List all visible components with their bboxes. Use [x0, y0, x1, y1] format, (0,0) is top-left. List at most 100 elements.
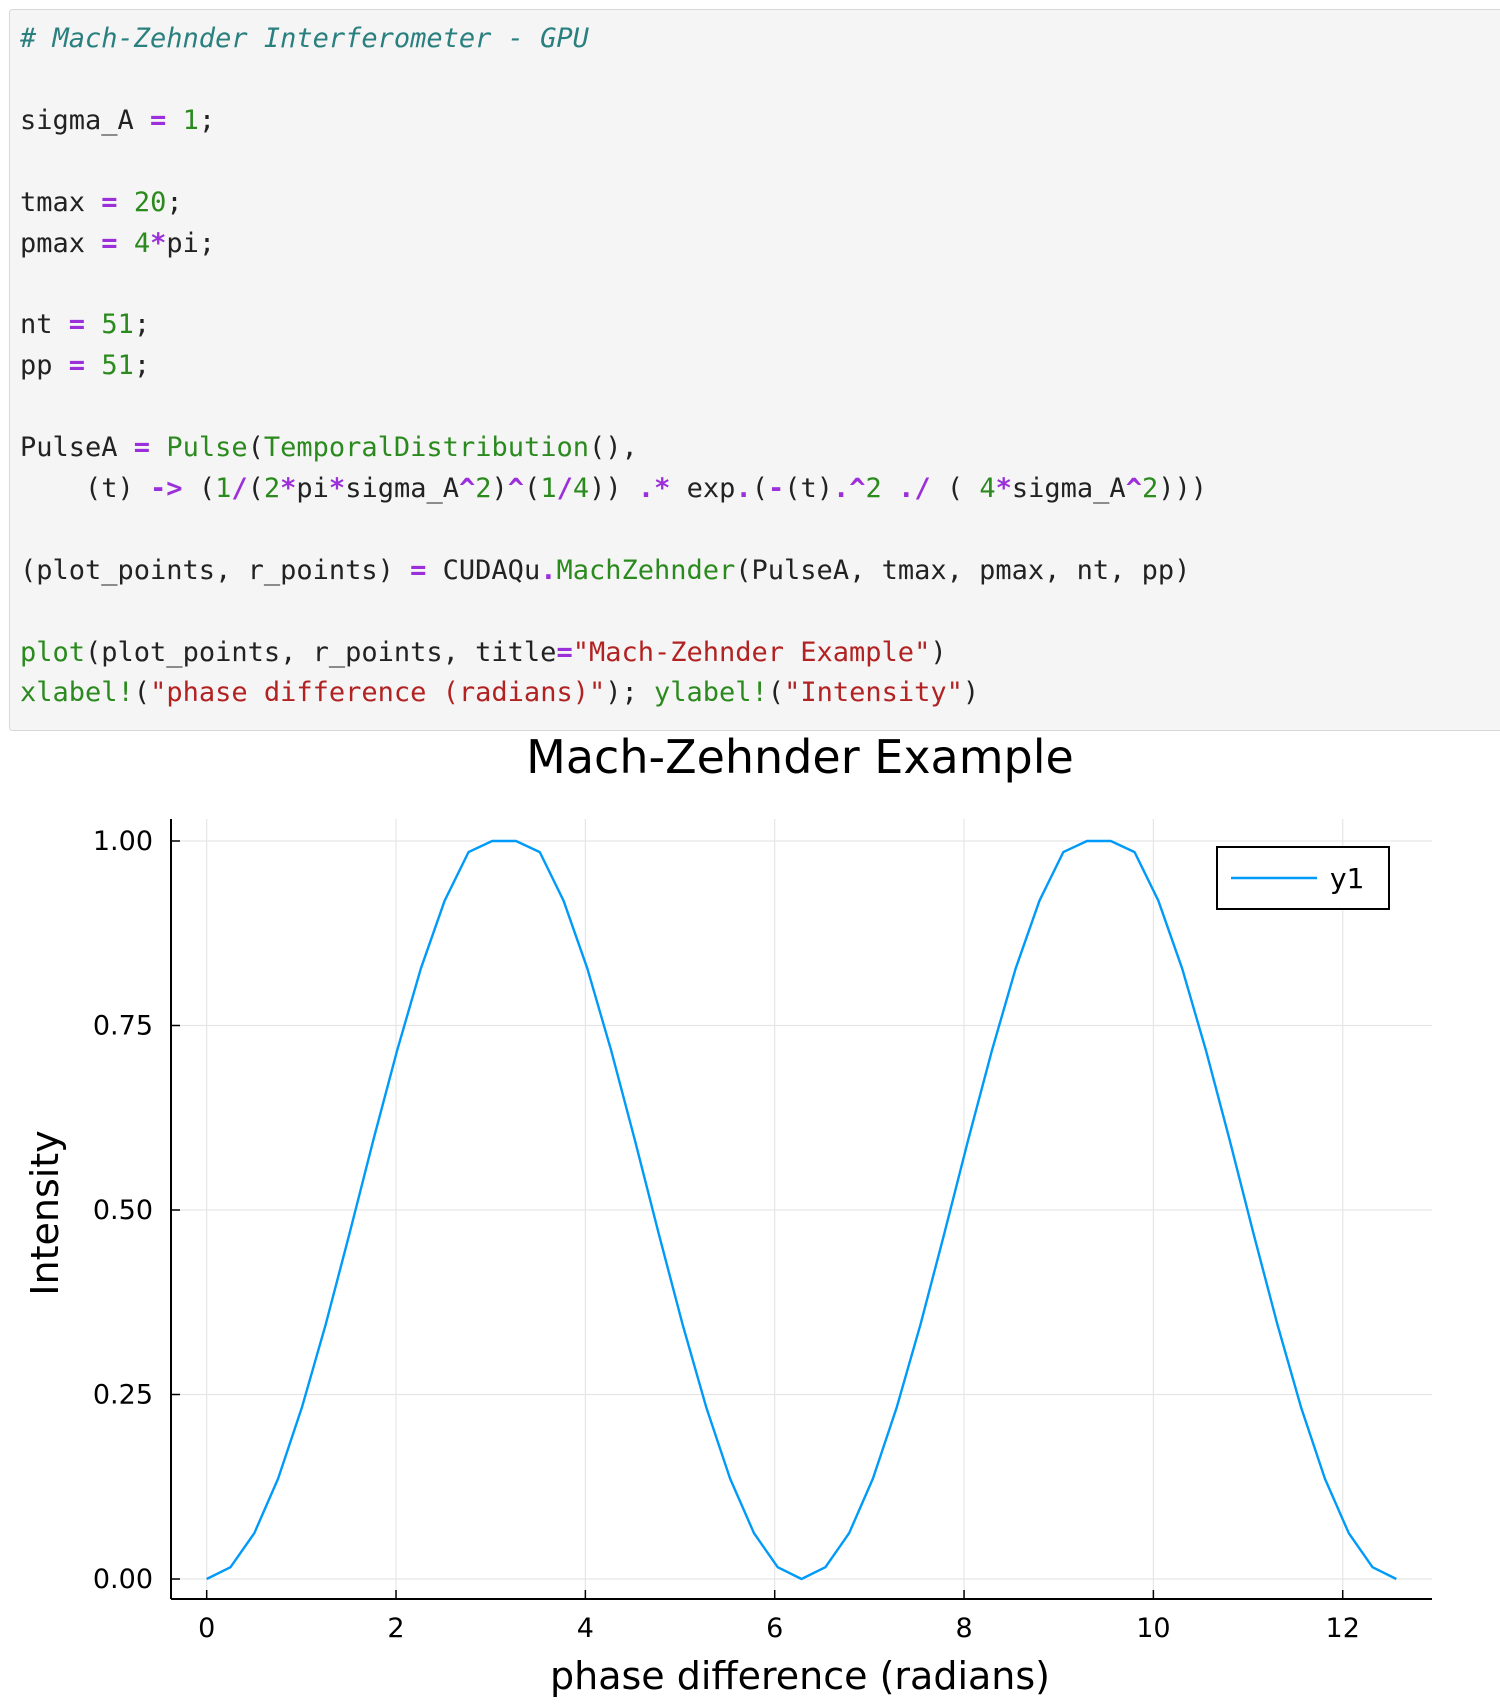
code-token: 2 [1141, 472, 1159, 504]
code-line: PulseA = Pulse(TemporalDistribution(), [20, 430, 638, 466]
code-token: = [68, 309, 86, 341]
code-token: ( [247, 472, 264, 504]
code-token: (plot_points, r_points, title [85, 636, 557, 668]
code-token: ./ [898, 472, 931, 504]
code-token: 2 [263, 472, 281, 504]
code-token: 20 [133, 186, 167, 218]
code-token: pmax [20, 227, 102, 259]
y-tick-label: 0.00 [93, 1564, 153, 1595]
code-token: 51 [101, 309, 134, 341]
code-token: ^ [507, 472, 525, 504]
legend-label-y1: y1 [1330, 862, 1364, 895]
code-token: "Intensity" [784, 677, 963, 709]
code-token: .* [637, 472, 671, 504]
code-line: # Mach-Zehnder Interferometer - GPU [20, 21, 589, 57]
code-token: 4 [979, 472, 996, 504]
code-line: nt = 51; [20, 307, 150, 343]
x-tick-label: 10 [1136, 1613, 1170, 1644]
code-token: ; [133, 309, 151, 341]
code-token [118, 187, 134, 218]
code-token: = [410, 554, 427, 586]
grid [171, 819, 1432, 1599]
code-token: (plot_points, r_points) [20, 554, 411, 586]
series-line-y1 [206, 839, 1397, 1581]
code-token: . [540, 554, 557, 586]
code-token: pi; [166, 227, 216, 259]
code-token: ( [767, 677, 785, 709]
y-axis-label: Intensity [23, 1130, 67, 1295]
code-token: pp [20, 350, 69, 382]
code-token: plot [20, 636, 86, 668]
code-token: ( [133, 677, 151, 709]
y-tick-label: 1.00 [93, 826, 153, 857]
code-token: = [68, 350, 86, 382]
code-token: nt [20, 309, 69, 341]
code-token: (PulseA, tmax, pmax, nt, pp) [735, 554, 1191, 586]
code-line: (t) -> (1/(2*pi*sigma_A^2)^(1/4)) .* exp… [20, 471, 1207, 507]
code-token: .^ [833, 472, 866, 504]
code-token: MachZehnder [556, 554, 736, 586]
code-token: ) [930, 636, 947, 668]
code-token: sigma_A [20, 104, 151, 136]
code-token: PulseA [20, 432, 134, 463]
x-tick-label: 2 [387, 1613, 404, 1644]
code-token: 1 [215, 472, 232, 504]
code-token: . [735, 472, 752, 504]
code-token: xlabel! [20, 677, 134, 709]
code-token [85, 309, 101, 340]
code-token [166, 105, 182, 136]
code-token: ; [133, 350, 151, 382]
series-layer [206, 839, 1397, 1581]
chart-title: Mach-Zehnder Example [526, 731, 1074, 784]
code-token: (t) [784, 472, 834, 504]
code-token: ^ [1125, 472, 1142, 504]
x-tick-label: 8 [955, 1613, 972, 1644]
code-token: ylabel! [654, 677, 768, 709]
code-token: 2 [475, 472, 492, 504]
code-token: "Mach-Zehnder Example" [572, 636, 931, 668]
code-token: / [556, 472, 573, 504]
code-token: 1 [182, 104, 199, 136]
code-token: 4 [572, 472, 590, 504]
code-token: ; [166, 186, 183, 218]
chart: Mach-Zehnder Example 0 2 4 6 8 10 12 0.00 0.25 0.… [23, 731, 1432, 1698]
code-line: pp = 51; [20, 348, 150, 384]
code-token: (), [588, 432, 638, 463]
code-token: ( [182, 472, 216, 504]
code-token: = [101, 186, 118, 218]
code-token: ( [930, 472, 980, 504]
code-token [882, 473, 898, 504]
code-token: 4 [133, 227, 151, 259]
code-token [118, 228, 134, 259]
code-line: sigma_A = 1; [20, 103, 215, 139]
ticks: 0 2 4 6 8 10 12 0.00 0.25 0.50 0.75 1.00 [93, 826, 1360, 1644]
code-token: * [150, 227, 167, 259]
code-token: ))) [1158, 472, 1207, 504]
code-token: CUDAQu [426, 554, 541, 586]
code-token: ; [198, 104, 216, 136]
code-token: 51 [101, 350, 134, 382]
code-line: tmax = 20; [20, 185, 183, 221]
code-token: / [231, 472, 248, 504]
code-cell[interactable]: # Mach-Zehnder Interferometer - GPU sigma… [9, 9, 1500, 731]
code-token: ( [247, 432, 264, 463]
code-line: plot(plot_points, r_points, title="Mach-… [20, 635, 947, 671]
code-token [150, 432, 166, 463]
code-token: ( [524, 472, 541, 504]
code-token: * [328, 472, 346, 504]
code-token: (t) [20, 472, 151, 504]
axes [170, 819, 1432, 1600]
code-token: ) [491, 472, 508, 504]
code-token: * [995, 472, 1012, 504]
code-token: 1 [540, 472, 557, 504]
y-tick-label: 0.75 [93, 1011, 153, 1042]
code-token: Pulse [166, 432, 248, 463]
code-line: pmax = 4*pi; [20, 226, 215, 262]
x-tick-label: 4 [577, 1613, 594, 1644]
code-token [85, 350, 101, 381]
x-tick-label: 12 [1326, 1613, 1360, 1644]
y-tick-label: 0.25 [93, 1380, 153, 1411]
legend: y1 [1216, 846, 1390, 910]
code-token: TemporalDistribution [263, 432, 589, 463]
x-axis-label: phase difference (radians) [550, 1654, 1050, 1698]
